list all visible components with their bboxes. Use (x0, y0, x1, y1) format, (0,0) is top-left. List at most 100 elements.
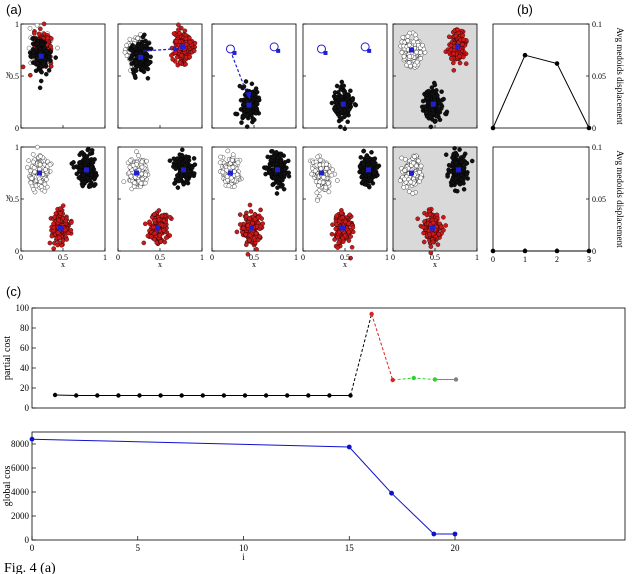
data-point (270, 182, 275, 188)
data-point (350, 97, 355, 103)
data-point (461, 37, 466, 42)
data-point (445, 174, 450, 179)
data-point (348, 88, 353, 94)
data-point (416, 158, 421, 164)
data-point (187, 54, 193, 60)
data-point (177, 60, 183, 65)
data-point (143, 221, 148, 227)
data-point (402, 168, 408, 173)
data-point (56, 235, 62, 240)
data-point (450, 155, 455, 160)
data-point (399, 155, 404, 161)
data-point (129, 61, 134, 66)
data-point (334, 83, 340, 89)
data-point (254, 247, 259, 252)
data-point (242, 393, 248, 398)
data-point (324, 166, 329, 171)
panel-label-a: (a) (6, 2, 22, 17)
medoid-marker (228, 170, 233, 176)
data-point (241, 225, 246, 231)
data-point (230, 157, 235, 163)
data-point (306, 393, 311, 398)
data-point (81, 173, 86, 178)
y-axis-label: Avg medoids displacement (615, 150, 625, 248)
data-point (38, 26, 43, 32)
data-point (263, 166, 269, 171)
data-point (152, 231, 158, 236)
data-point (179, 174, 184, 179)
data-point (244, 242, 249, 248)
data-point (28, 72, 33, 78)
data-point (339, 94, 344, 100)
data-point (237, 212, 243, 217)
data-point (450, 180, 455, 185)
data-point (438, 224, 444, 230)
data-point (341, 83, 347, 89)
data-point (400, 35, 406, 40)
y-axis-label: global cos (2, 465, 13, 506)
data-point (318, 166, 324, 171)
data-point (274, 161, 279, 167)
scatter-panel-r0-c0: 0 0.5 1 y (6, 20, 106, 133)
data-point (461, 187, 467, 192)
data-point (141, 240, 147, 246)
data-point (390, 377, 395, 383)
data-point (413, 32, 418, 38)
data-point (28, 168, 33, 174)
x-axis-label: x (61, 260, 65, 269)
data-point (94, 173, 99, 178)
y-tick-label: 6000 (11, 463, 30, 473)
data-point (55, 230, 61, 235)
data-point (133, 46, 139, 51)
y-tick-label: 0 (592, 124, 596, 133)
x-tick-label: 15 (345, 543, 355, 553)
data-point (443, 111, 448, 117)
data-point (159, 222, 165, 228)
data-point (128, 173, 134, 179)
medoid-marker (38, 53, 44, 59)
data-point (427, 212, 433, 217)
data-point (399, 50, 405, 55)
data-point (41, 21, 47, 27)
data-point (418, 163, 424, 169)
data-point (449, 56, 454, 61)
data-point (247, 233, 253, 238)
data-point (183, 158, 188, 163)
data-point (463, 160, 468, 166)
y-tick-label: 0 (25, 535, 30, 545)
data-point (41, 45, 47, 51)
data-point (374, 165, 380, 170)
data-point (460, 42, 465, 47)
data-point (140, 66, 145, 71)
data-point (218, 154, 223, 160)
data-point (421, 239, 427, 245)
data-point (451, 51, 456, 56)
data-point (420, 98, 426, 104)
data-point (368, 178, 373, 183)
figure-caption: Fig. 4 (a) (4, 561, 56, 574)
data-point (453, 175, 459, 181)
data-point (51, 246, 56, 251)
data-point (469, 158, 475, 164)
data-point (171, 31, 177, 36)
data-point (133, 68, 139, 73)
data-point (44, 71, 49, 77)
plot-frame (492, 146, 590, 252)
data-point (56, 217, 61, 223)
medoid-marker (232, 50, 237, 55)
medoid-marker (409, 170, 414, 176)
y-tick-label: 80 (20, 323, 30, 333)
data-point (418, 56, 423, 61)
data-point (274, 191, 280, 196)
y-axis-label: y (6, 192, 10, 201)
y-tick-label: 0 (15, 247, 19, 256)
data-point (415, 216, 420, 222)
data-point (461, 154, 466, 159)
y-tick-label: 0.5 (9, 195, 19, 204)
data-point (420, 224, 426, 230)
plot-frame (31, 307, 626, 409)
data-point (253, 231, 259, 236)
data-point (191, 156, 197, 161)
data-point (430, 239, 436, 245)
data-point (26, 45, 32, 51)
